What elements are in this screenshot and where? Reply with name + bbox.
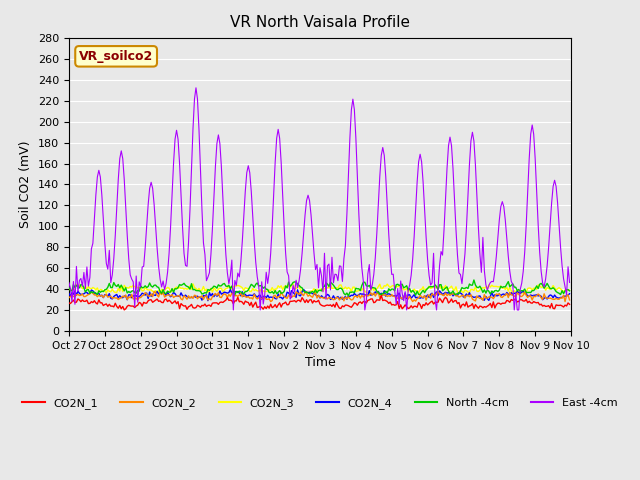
Text: VR_soilco2: VR_soilco2 — [79, 50, 153, 63]
Legend: CO2N_1, CO2N_2, CO2N_3, CO2N_4, North -4cm, East -4cm: CO2N_1, CO2N_2, CO2N_3, CO2N_4, North -4… — [18, 393, 622, 413]
X-axis label: Time: Time — [305, 356, 335, 369]
Title: VR North Vaisala Profile: VR North Vaisala Profile — [230, 15, 410, 30]
Y-axis label: Soil CO2 (mV): Soil CO2 (mV) — [19, 141, 33, 228]
